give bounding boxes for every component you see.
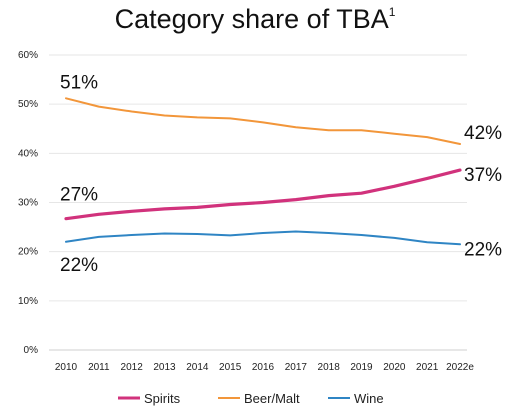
x-tick-label: 2020 <box>383 362 406 373</box>
x-tick-label: 2017 <box>285 362 308 373</box>
x-tick-label: 2012 <box>121 362 144 373</box>
series-start-label: 27% <box>60 185 98 206</box>
series-line <box>64 168 462 221</box>
x-tick-label: 2021 <box>416 362 439 373</box>
legend-label: Beer/Malt <box>244 391 300 406</box>
series-line <box>65 230 461 246</box>
x-tick-label: 2022e <box>446 362 474 373</box>
y-tick-label: 40% <box>18 148 38 159</box>
x-tick-label: 2018 <box>318 362 341 373</box>
chart-title: Category share of TBA1 <box>115 4 396 34</box>
series-start-label: 51% <box>60 72 98 93</box>
x-tick-label: 2015 <box>219 362 242 373</box>
x-tick-label: 2019 <box>350 362 373 373</box>
x-tick-label: 2010 <box>55 362 78 373</box>
y-tick-label: 50% <box>18 99 38 110</box>
y-tick-label: 10% <box>18 296 38 307</box>
series-start-label: 22% <box>60 255 98 276</box>
y-tick-label: 60% <box>18 50 38 61</box>
chart-title-superscript: 1 <box>389 5 396 19</box>
chart-title-text: Category share of TBA <box>115 4 389 34</box>
series-end-label: 37% <box>464 165 502 186</box>
legend-label: Spirits <box>144 391 181 406</box>
legend-label: Wine <box>354 391 384 406</box>
series-end-label: 42% <box>464 123 502 144</box>
x-tick-label: 2016 <box>252 362 275 373</box>
y-tick-label: 30% <box>18 198 38 209</box>
x-tick-label: 2014 <box>186 362 209 373</box>
y-tick-label: 0% <box>24 345 39 356</box>
y-tick-label: 20% <box>18 247 38 258</box>
x-tick-label: 2013 <box>153 362 176 373</box>
series-end-label: 22% <box>464 239 502 260</box>
series-line <box>65 97 461 145</box>
x-tick-label: 2011 <box>88 362 110 373</box>
